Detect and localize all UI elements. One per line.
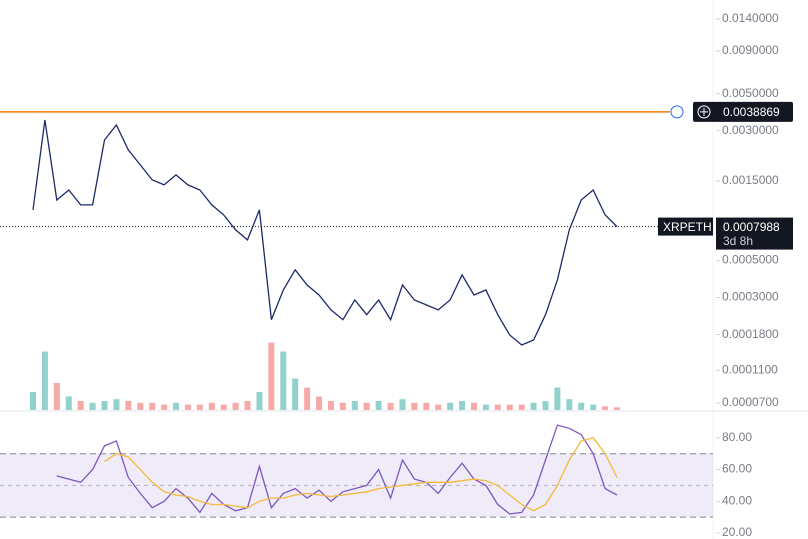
volume-bar	[244, 401, 251, 410]
series-line	[104, 437, 618, 512]
volume-bar	[125, 401, 132, 410]
rsi-pane: 80.00 60.00 40.00 20.00	[0, 410, 808, 539]
volume-bar	[554, 387, 561, 410]
volume-bar	[113, 399, 120, 410]
volume-bar	[470, 402, 477, 410]
volume-bar	[256, 392, 263, 410]
last-price-box	[716, 217, 793, 250]
volume-bar	[387, 402, 394, 410]
series-line	[56, 424, 618, 515]
y-tick-label: 40.00	[722, 493, 752, 507]
y-tick-label: 0.0000700	[722, 395, 779, 409]
volume-bar	[530, 402, 537, 410]
volume-bar	[447, 402, 454, 410]
volume-bar	[339, 402, 346, 410]
volume-bar	[399, 399, 406, 410]
y-tick-label: 0.0001800	[722, 327, 779, 341]
y-tick-label: 60.00	[722, 462, 752, 476]
volume-bar	[137, 402, 144, 410]
volume-bar	[280, 351, 287, 410]
volume-bar	[196, 404, 203, 410]
symbol-label: XRPETH	[663, 220, 712, 234]
volume-bar	[173, 402, 180, 410]
volume-bar	[208, 402, 215, 410]
volume-bar	[363, 402, 370, 410]
volume-bar	[482, 404, 489, 410]
volume-bar	[149, 402, 156, 410]
volume-bar	[77, 401, 84, 410]
volume-bar	[327, 401, 334, 410]
volume-bar	[316, 396, 323, 410]
volume-bar	[161, 404, 168, 410]
volume-bar	[459, 401, 466, 410]
y-tick-label: 20.00	[722, 525, 752, 539]
volume-bar	[184, 404, 191, 410]
volume-bar	[578, 402, 585, 410]
last-price-label: 0.0007988	[723, 220, 780, 234]
line-handle[interactable]	[670, 105, 684, 119]
y-tick-label: 0.0140000	[722, 11, 779, 25]
volume-bar	[423, 402, 430, 410]
volume-bar	[351, 401, 358, 410]
plus-icon	[700, 107, 708, 116]
volume-bar	[41, 351, 48, 410]
volume-bar	[220, 404, 227, 410]
y-tick-label: 0.0090000	[722, 43, 779, 57]
y-tick-label: 0.0001100	[722, 362, 778, 376]
volume-bar	[30, 392, 36, 410]
volume-bar	[518, 404, 525, 410]
y-tick-label: 0.0005000	[722, 253, 779, 267]
volume-bar	[494, 404, 501, 410]
y-tick-label: 0.0003000	[722, 290, 779, 304]
series-line	[32, 119, 618, 346]
volume-bar	[435, 404, 442, 410]
add-alert-button[interactable]	[697, 105, 711, 119]
countdown-label: 3d 8h	[723, 234, 753, 248]
volume-bar	[53, 383, 60, 410]
volume-bar	[566, 399, 573, 410]
volume-bar	[292, 378, 299, 410]
volume-bar	[89, 402, 96, 410]
volume-bar	[614, 407, 620, 410]
y-tick-label: 0.0030000	[722, 123, 779, 137]
volume-bar	[506, 404, 513, 410]
volume-bar	[268, 342, 275, 410]
volume-bar	[232, 402, 239, 410]
volume-bar	[375, 401, 382, 410]
volume-bar	[590, 404, 597, 410]
volume-bar	[65, 396, 72, 410]
y-tick-label: 80.00	[722, 430, 752, 444]
volume-bar	[304, 387, 311, 410]
volume-bar	[542, 401, 549, 410]
volume-bar	[411, 402, 418, 410]
y-tick-label: 0.0050000	[722, 86, 779, 100]
symbol-box	[658, 217, 713, 236]
price-label-box	[693, 101, 793, 122]
volume-bar	[101, 401, 108, 410]
horizontal-line-label: 0.0038869	[723, 105, 780, 119]
price-pane: 0.0140000 0.0090000 0.0050000 0.0030000 0.00…	[0, 0, 779, 539]
y-tick-label: 0.0015000	[722, 173, 779, 187]
volume-bar	[602, 406, 609, 410]
